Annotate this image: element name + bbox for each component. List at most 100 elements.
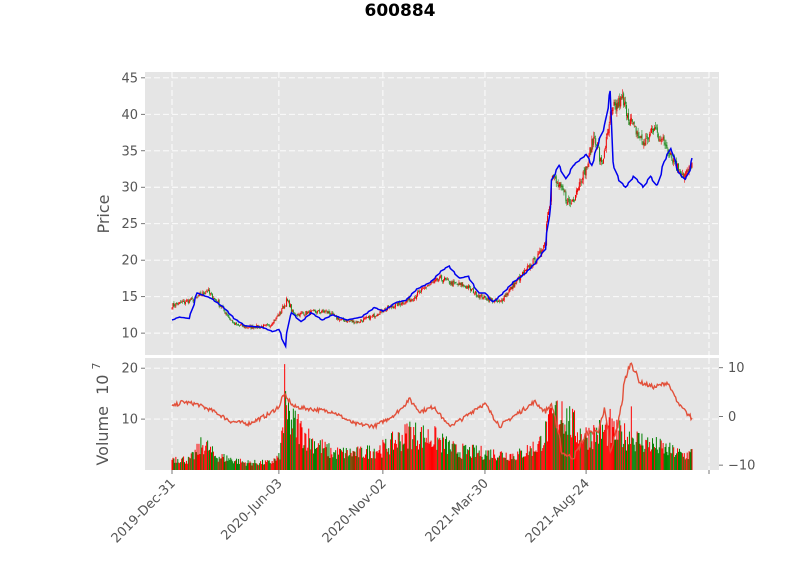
candle-body [204, 293, 206, 295]
volume-bar [436, 449, 438, 470]
volume-bar [196, 443, 198, 470]
volume-bar [557, 431, 559, 470]
volume-bar [542, 448, 544, 470]
volume-bar [172, 457, 174, 470]
candle-body [371, 315, 373, 317]
candle-body [621, 97, 623, 99]
candle-body [585, 166, 587, 176]
volume-bar [594, 427, 596, 470]
candle-body [403, 303, 405, 305]
candle-body [214, 298, 216, 300]
candle-body [548, 206, 550, 211]
candle-body [649, 133, 651, 138]
candle-body [239, 324, 241, 326]
volume-bar [522, 456, 524, 470]
volume-bar [399, 441, 401, 470]
volume-axis-label-text: Volume [93, 406, 112, 466]
volume-bar [180, 462, 182, 470]
volume-bar [418, 444, 420, 470]
volume-bar [372, 451, 374, 470]
candle-body [661, 138, 663, 140]
volume-bar [282, 427, 284, 470]
volume-bar [210, 446, 212, 470]
volume-bar [454, 444, 456, 470]
volume-bar [271, 461, 273, 470]
volume-bar [242, 462, 244, 470]
volume-bar [283, 433, 285, 470]
volume-bar [254, 459, 256, 470]
volume-bar [387, 451, 389, 470]
candle-body [217, 300, 219, 304]
volume-bar [323, 448, 325, 470]
candle-body [490, 297, 492, 300]
volume-bar [230, 457, 232, 470]
volume-bar [215, 457, 217, 470]
volume-bar [551, 413, 553, 470]
candle-body [623, 93, 625, 106]
candle-body [522, 271, 524, 274]
volume-bar [570, 434, 572, 470]
candle-body [596, 145, 598, 147]
volume-bar [546, 421, 548, 470]
candle-body [417, 291, 419, 296]
candle-body [604, 147, 606, 149]
volume-bar [378, 450, 380, 470]
volume-bar [449, 449, 451, 470]
candle-body [236, 322, 238, 325]
candle-body [268, 325, 270, 327]
volume-bar [612, 427, 614, 470]
candle-body [413, 299, 415, 301]
candle-body [331, 312, 333, 315]
volume-bar [496, 460, 498, 470]
candle-body [201, 295, 203, 296]
volume-bar [526, 445, 528, 470]
volume-bar [373, 448, 375, 470]
candle-body [314, 310, 316, 312]
candle-body [691, 162, 693, 168]
volume-bar [350, 452, 352, 470]
volume-bar [640, 445, 642, 470]
candle-body [232, 320, 234, 323]
x-tick-label: 2021-Aug-24 [523, 476, 593, 546]
candle-body [647, 136, 649, 140]
volume-bar [385, 438, 387, 470]
candle-body [367, 316, 369, 318]
volume-bar [541, 450, 543, 470]
price-tick-label: 25 [121, 217, 138, 232]
candle-body [340, 319, 342, 320]
candle-body [445, 278, 447, 280]
volume-bar [223, 453, 225, 470]
candle-body [338, 316, 340, 320]
volume-bar [662, 443, 664, 470]
volume-bar [314, 441, 316, 470]
volume-bar [386, 448, 388, 470]
candle-body [244, 326, 246, 328]
volume-bar [624, 423, 626, 470]
candle-body [578, 182, 580, 190]
volume-bar [352, 450, 354, 470]
candle-body [210, 293, 212, 294]
volume-bar [503, 457, 505, 470]
volume-bar [477, 452, 479, 470]
candle-body [280, 312, 282, 314]
volume-bar [408, 426, 410, 470]
volume-bar [321, 439, 323, 470]
volume-bar [576, 432, 578, 470]
candle-body [276, 316, 278, 318]
volume-bar [219, 458, 221, 470]
price-tick-label: 35 [121, 144, 138, 159]
volume-bar [456, 453, 458, 470]
volume-bar [508, 460, 510, 470]
volume-bar [552, 412, 554, 470]
candle-body [658, 139, 660, 141]
candle-body [174, 305, 176, 307]
volume-bar [495, 458, 497, 470]
volume-bar [667, 455, 669, 470]
volume-bar [498, 455, 500, 470]
volume-bar [680, 452, 682, 470]
volume-bar [595, 441, 597, 470]
candle-body [407, 299, 409, 301]
candle-body [265, 324, 267, 326]
candle-body [240, 324, 242, 325]
volume-bar [470, 456, 472, 470]
